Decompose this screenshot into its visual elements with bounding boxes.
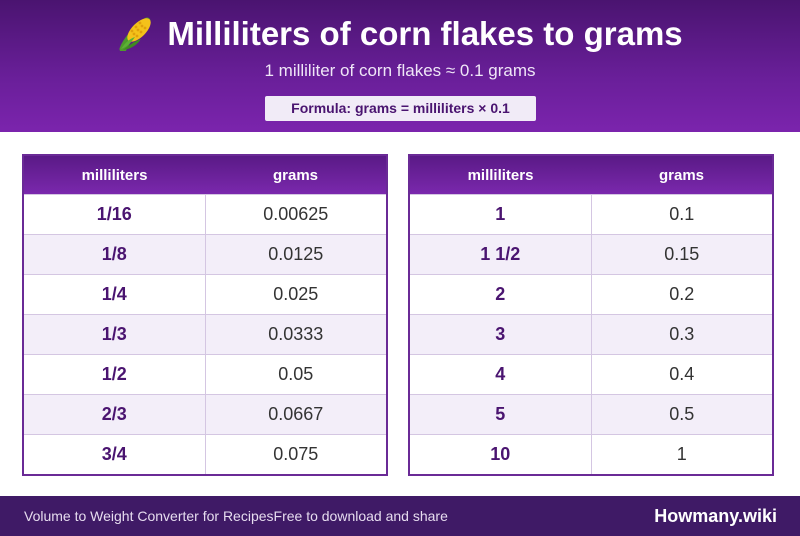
grams-cell: 0.3 — [590, 314, 774, 355]
table-row: 1/2 0.05 — [22, 354, 388, 395]
table-header-row: milliliters grams — [23, 155, 387, 195]
column-header-grams: grams — [205, 155, 387, 195]
table-row: 5 0.5 — [408, 394, 774, 435]
grams-cell: 0.0667 — [204, 394, 388, 435]
milliliters-cell: 10 — [408, 434, 592, 476]
grams-cell: 0.4 — [590, 354, 774, 395]
table-row: 1 1/2 0.15 — [408, 234, 774, 275]
column-header-grams: grams — [591, 155, 773, 195]
table-row: 3 0.3 — [408, 314, 774, 355]
grams-cell: 0.025 — [204, 274, 388, 315]
milliliters-cell: 1/4 — [22, 274, 206, 315]
grams-cell: 0.1 — [590, 194, 774, 235]
brand-name: Howmany.wiki — [654, 506, 777, 526]
table-row: 2 0.2 — [408, 274, 774, 315]
table-row: 10 1 — [408, 434, 774, 476]
grams-cell: 0.075 — [204, 434, 388, 476]
footer-note: Free to download and share — [273, 508, 448, 524]
conversion-table-left: milliliters grams 1/16 0.00625 1/8 0.0125 … — [22, 154, 388, 476]
table-row: 4 0.4 — [408, 354, 774, 395]
grams-cell: 0.0125 — [204, 234, 388, 275]
milliliters-cell: 4 — [408, 354, 592, 395]
milliliters-cell: 1/16 — [22, 194, 206, 235]
page-title: Milliliters of corn flakes to grams — [0, 14, 800, 54]
milliliters-cell: 1/2 — [22, 354, 206, 395]
footer-tagline: Volume to Weight Converter for Recipes — [24, 508, 274, 524]
grams-cell: 0.5 — [590, 394, 774, 435]
milliliters-cell: 1/8 — [22, 234, 206, 275]
footer-text: Volume to Weight Converter for RecipesFr… — [24, 496, 448, 536]
table-header-row: milliliters grams — [409, 155, 773, 195]
conversion-subtitle: 1 milliliter of corn flakes ≈ 0.1 grams — [264, 61, 536, 80]
grams-cell: 0.2 — [590, 274, 774, 315]
table-row: 1 0.1 — [408, 194, 774, 235]
milliliters-cell: 1/3 — [22, 314, 206, 355]
header-banner: Milliliters of corn flakes to grams 1 mi… — [0, 0, 800, 132]
footer-bar: Volume to Weight Converter for RecipesFr… — [0, 496, 800, 536]
milliliters-cell: 3 — [408, 314, 592, 355]
grams-cell: 1 — [590, 434, 774, 476]
table-row: 1/8 0.0125 — [22, 234, 388, 275]
milliliters-cell: 2 — [408, 274, 592, 315]
milliliters-cell: 1 1/2 — [408, 234, 592, 275]
grams-cell: 0.0333 — [204, 314, 388, 355]
table-row: 2/3 0.0667 — [22, 394, 388, 435]
corn-emoji-icon — [119, 17, 152, 51]
milliliters-cell: 1 — [408, 194, 592, 235]
table-row: 3/4 0.075 — [22, 434, 388, 476]
grams-cell: 0.15 — [590, 234, 774, 275]
table-row: 1/16 0.00625 — [22, 194, 388, 235]
column-header-milliliters: milliliters — [23, 155, 205, 195]
table-row: 1/4 0.025 — [22, 274, 388, 315]
grams-cell: 0.00625 — [204, 194, 388, 235]
milliliters-cell: 2/3 — [22, 394, 206, 435]
column-header-milliliters: milliliters — [409, 155, 591, 195]
table-row: 1/3 0.0333 — [22, 314, 388, 355]
grams-cell: 0.05 — [204, 354, 388, 395]
page-title-text: Milliliters of corn flakes to grams — [167, 15, 683, 52]
milliliters-cell: 5 — [408, 394, 592, 435]
formula-badge: Formula: grams = milliliters × 0.1 — [265, 96, 536, 121]
milliliters-cell: 3/4 — [22, 434, 206, 476]
